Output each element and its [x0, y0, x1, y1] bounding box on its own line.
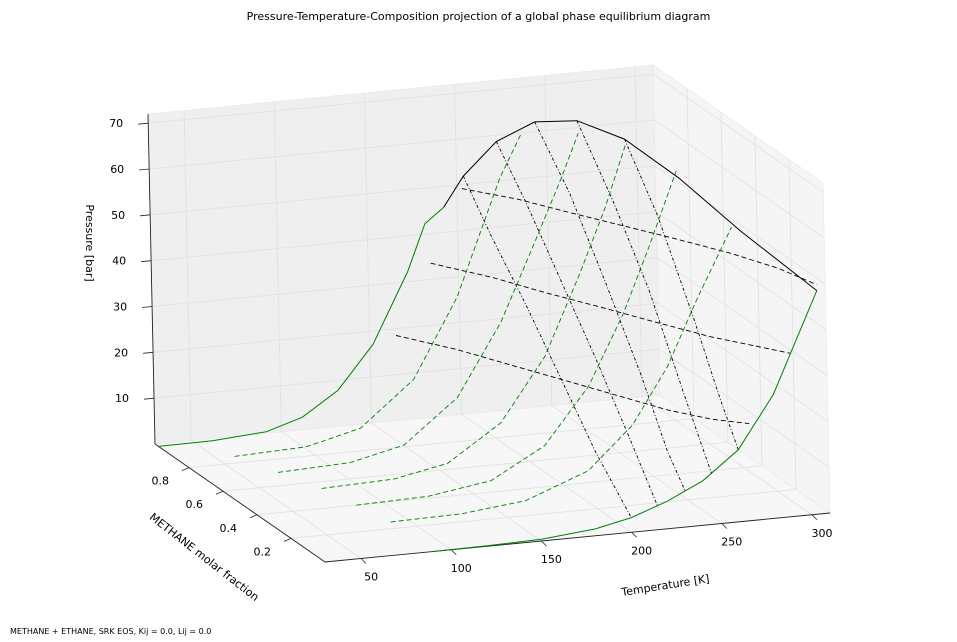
temperature-tick — [721, 523, 728, 529]
isotherm-line — [624, 138, 739, 450]
gridline-pressure — [149, 119, 825, 239]
gridline-temperature — [273, 101, 452, 551]
fraction-tick-label: 0.6 — [186, 498, 204, 511]
pressure-tick — [139, 168, 150, 171]
gridline-pressure — [150, 165, 826, 285]
gridline-pressure — [153, 348, 830, 468]
isopleth-line — [321, 145, 626, 489]
pressure-tick — [142, 306, 153, 308]
pressure-tick-label: 10 — [115, 392, 129, 405]
methane-vapor-pressure-line — [158, 207, 444, 447]
gridline-pressure — [152, 257, 828, 376]
system-footnote: METHANE + ETHANE, SRK EOS, Kij = 0.0, Li… — [10, 627, 212, 636]
pressure-tick — [143, 397, 155, 400]
fraction-tick — [215, 490, 224, 495]
gridline-pressure — [151, 211, 827, 331]
temperature-tick-label: 100 — [451, 562, 472, 575]
temperature-tick — [360, 558, 367, 564]
right-pane — [652, 64, 831, 514]
isobar-line — [430, 262, 791, 354]
isobar-line — [461, 188, 817, 286]
isotherm-line — [495, 141, 659, 508]
gridline-temperature — [634, 66, 813, 516]
pressure-tick-label: 60 — [110, 163, 124, 176]
fraction-tick — [181, 467, 190, 471]
temperature-tick — [811, 514, 818, 521]
temperature-tick — [541, 540, 547, 547]
gridline-temperature — [454, 84, 632, 533]
chart-title: Pressure-Temperature-Composition project… — [246, 10, 711, 23]
pressure-tick-label: 70 — [109, 117, 123, 130]
temperature-tick-label: 150 — [541, 553, 562, 566]
pressure-tick-label: 30 — [113, 301, 127, 314]
fraction-tick-label: 0.4 — [220, 522, 238, 535]
temperature-tick-label: 200 — [631, 544, 652, 557]
isobar-line — [395, 335, 750, 425]
pressure-tick-label: 40 — [112, 255, 126, 268]
gridline-pressure — [153, 302, 829, 422]
pressure-tick — [140, 214, 151, 217]
fraction-axis-line — [154, 443, 326, 563]
gridline-pressure — [148, 73, 824, 193]
fraction-tick-label: 0.2 — [254, 545, 272, 558]
fraction-tick — [283, 538, 292, 542]
gridline-temperature — [544, 75, 723, 524]
gridline-fraction — [256, 135, 763, 516]
temperature-axis-line — [324, 512, 831, 563]
temperature-tick-label: 250 — [721, 536, 742, 549]
pressure-tick — [138, 122, 149, 125]
isopleth-line — [356, 170, 677, 506]
pressure-tick-label: 50 — [111, 209, 125, 222]
pressure-tick — [141, 260, 152, 263]
pressure-axis-label: Pressure [bar] — [83, 204, 96, 281]
isopleth-line — [390, 226, 732, 523]
gridline-fraction — [290, 159, 797, 539]
critical-line — [443, 120, 818, 291]
fraction-tick-label: 0.8 — [152, 475, 170, 488]
isotherm-line — [462, 175, 632, 518]
gridline-temperature — [183, 110, 362, 559]
ethane-vapor-pressure-line — [433, 290, 818, 552]
back-pane — [147, 64, 661, 445]
isopleth-line — [278, 133, 579, 473]
temperature-tick — [450, 549, 457, 556]
isotherm-line — [576, 120, 713, 475]
gridline-temperature — [364, 92, 542, 542]
isopleth-line — [234, 134, 522, 457]
gridline-fraction — [188, 88, 695, 468]
pressure-tick — [143, 351, 154, 354]
pressure-tick-label: 20 — [114, 346, 128, 359]
temperature-tick-label: 50 — [364, 571, 378, 584]
temperature-axis-label: Temperature [K] — [620, 572, 711, 599]
fraction-axis-label: METHANE molar fraction — [147, 511, 262, 604]
gridline-fraction — [222, 112, 729, 492]
temperature-tick — [631, 531, 637, 538]
temperature-tick-label: 300 — [812, 527, 833, 540]
fraction-tick — [249, 514, 258, 519]
isotherm-line — [534, 121, 686, 491]
